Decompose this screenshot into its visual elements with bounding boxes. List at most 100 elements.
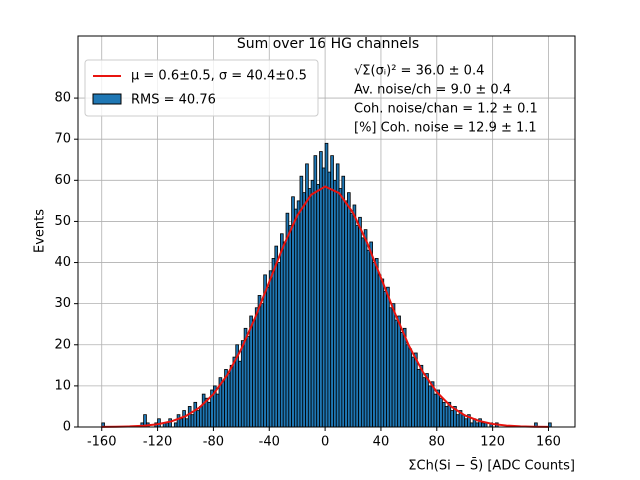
bar: [288, 225, 292, 428]
bar: [338, 188, 343, 428]
bar: [363, 229, 368, 428]
bar: [190, 414, 195, 428]
bar: [232, 356, 237, 428]
bar: [187, 406, 192, 428]
x-tick-label: 40: [373, 435, 390, 450]
bar: [310, 179, 315, 428]
bar: [355, 225, 360, 428]
legend-box: [84, 59, 319, 117]
y-tick-label: 40: [54, 255, 71, 270]
legend-label: μ = 0.6±0.5, σ = 40.4±0.5: [131, 69, 307, 84]
bar: [182, 410, 186, 428]
annotation: Coh. noise/chan = 1.2 ± 0.1: [354, 102, 538, 117]
bar: [455, 414, 460, 428]
bar: [341, 175, 346, 428]
bar: [226, 373, 231, 428]
y-tick-label: 80: [54, 91, 71, 106]
annotation: Av. noise/ch = 9.0 ± 0.4: [354, 83, 511, 98]
bar: [238, 360, 242, 428]
bar: [307, 188, 312, 428]
bar: [441, 401, 446, 428]
bar: [201, 393, 206, 428]
bar: [411, 356, 415, 428]
x-tick-label: -120: [143, 435, 173, 450]
fit: [101, 185, 549, 428]
bar: [271, 258, 276, 428]
bar: [408, 348, 413, 428]
legend-label: RMS = 40.76: [131, 93, 216, 108]
bar: [302, 192, 306, 428]
x-tick-label: 0: [321, 435, 329, 450]
y-tick-label: 10: [54, 378, 71, 393]
bar: [416, 369, 421, 428]
bar: [464, 418, 468, 428]
bar: [335, 163, 340, 428]
y-tick-label: 60: [54, 173, 71, 188]
bar: [369, 241, 373, 428]
bar: [240, 340, 245, 428]
bar: [319, 151, 323, 428]
bar: [316, 184, 320, 428]
bar: [469, 422, 474, 428]
x-tick-label: 80: [429, 435, 446, 450]
bar: [422, 377, 427, 428]
bar: [419, 364, 424, 428]
y-tick-label: 30: [54, 296, 71, 311]
bar: [481, 422, 485, 428]
chart-title: Sum over 16 HG channels: [237, 36, 419, 52]
bar: [400, 332, 404, 428]
bar: [249, 315, 253, 428]
bar: [349, 212, 354, 428]
bar: [263, 274, 267, 428]
bar: [257, 295, 262, 428]
bar: [176, 414, 181, 428]
bar: [299, 175, 304, 428]
bar: [246, 336, 251, 428]
bar: [291, 196, 295, 428]
bar: [196, 410, 200, 428]
bar: [321, 167, 326, 428]
x-tick-label: -80: [203, 435, 224, 450]
bar: [254, 307, 259, 428]
legend-swatch: [92, 93, 122, 105]
bar: [282, 241, 287, 428]
bar: [277, 262, 281, 428]
bar: [221, 381, 225, 428]
y-axis-label: Events: [33, 209, 48, 253]
bar: [285, 212, 290, 428]
bar: [383, 290, 387, 428]
annotation: [%] Coh. noise = 12.9 ± 1.1: [354, 121, 537, 136]
bar: [439, 397, 443, 428]
bar: [475, 422, 480, 428]
bar: [397, 315, 401, 428]
bar: [374, 258, 379, 428]
bar: [327, 171, 332, 428]
bar: [207, 401, 212, 428]
bar: [252, 319, 256, 428]
bar: [313, 155, 318, 428]
y-tick-label: 50: [54, 214, 71, 229]
bar: [268, 270, 273, 428]
x-tick-label: 160: [536, 435, 561, 450]
bar: [280, 233, 284, 428]
bar: [394, 319, 399, 428]
axes-frame: [77, 35, 576, 428]
x-tick-label: -160: [87, 435, 117, 450]
bar: [296, 200, 301, 428]
bar: [333, 179, 337, 428]
x-tick-label: 120: [480, 435, 505, 450]
bar: [366, 249, 371, 428]
y-tick-label: 0: [63, 420, 71, 435]
bar: [388, 307, 393, 428]
annotations: √Σ(σᵢ)² = 36.0 ± 0.4 Av. noise/ch = 9.0 ±…: [354, 64, 538, 136]
bar: [193, 401, 198, 428]
bar: [377, 274, 382, 428]
bar: [173, 422, 178, 428]
bar: [405, 344, 410, 428]
bar: [266, 286, 270, 428]
bar: [260, 303, 265, 428]
bar: [358, 216, 362, 428]
bar: [165, 422, 170, 428]
bar: [372, 262, 376, 428]
